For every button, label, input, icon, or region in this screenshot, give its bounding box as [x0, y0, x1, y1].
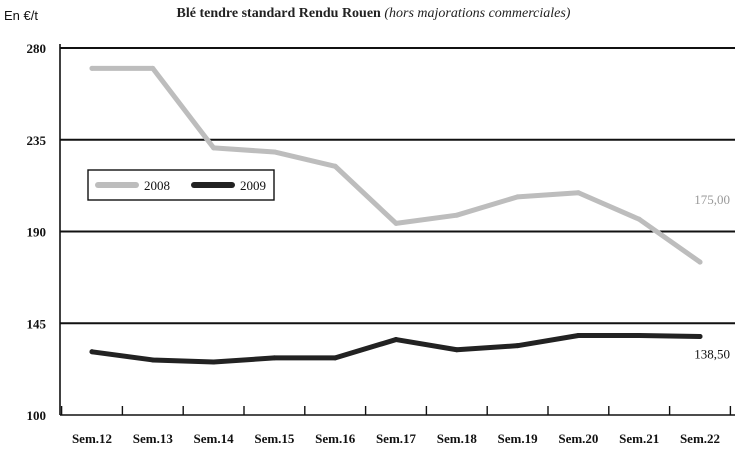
y-tick-labels: 280 235 190 145 100 — [27, 41, 47, 423]
data-point-2009 — [89, 349, 95, 355]
series-line-2008 — [89, 65, 703, 265]
data-point-2009 — [454, 347, 460, 353]
data-point-2009 — [211, 359, 217, 365]
legend-label-2009: 2009 — [240, 178, 266, 193]
data-point-2008 — [697, 259, 703, 265]
data-point-2009 — [150, 357, 156, 363]
legend-label-2008: 2008 — [144, 178, 170, 193]
chart-title-main: Blé tendre standard Rendu Rouen — [176, 6, 381, 21]
x-tick-label: Sem.17 — [376, 431, 417, 446]
y-tick-label: 100 — [27, 408, 47, 423]
data-point-2009 — [332, 355, 338, 361]
x-tick-label: Sem.15 — [254, 431, 295, 446]
annotation-2008: 175,00 — [694, 192, 730, 207]
data-point-2008 — [393, 220, 399, 226]
x-tick-label: Sem.13 — [133, 431, 174, 446]
x-tick-label: Sem.22 — [680, 431, 720, 446]
x-tick-label: Sem.20 — [558, 431, 598, 446]
data-point-2009 — [393, 337, 399, 343]
y-axis-label: En €/t — [4, 8, 38, 23]
x-tick-labels: Sem.12 Sem.13 Sem.14 Sem.15 Sem.16 Sem.17 Sem.… — [72, 431, 720, 446]
y-tick-label: 145 — [27, 316, 47, 331]
legend: 2008 2009 — [87, 169, 275, 201]
data-point-2009 — [636, 332, 642, 338]
x-tick-label: Sem.14 — [194, 431, 235, 446]
data-point-2008 — [332, 163, 338, 169]
series-lines — [89, 65, 703, 365]
y-tick-label: 280 — [27, 41, 47, 56]
x-tick-label: Sem.18 — [437, 431, 478, 446]
chart-subtitle: (hors majorations commerciales) — [384, 6, 571, 21]
data-point-2009 — [271, 355, 277, 361]
data-point-2009 — [575, 332, 581, 338]
data-point-2008 — [89, 65, 95, 71]
data-point-2008 — [150, 65, 156, 71]
data-point-2009 — [515, 343, 521, 349]
data-point-2008 — [271, 149, 277, 155]
y-tick-label: 235 — [27, 133, 47, 148]
legend-box — [87, 169, 275, 201]
x-tick-label: Sem.21 — [619, 431, 659, 446]
y-tick-label: 190 — [27, 225, 47, 240]
annotation-2009: 138,50 — [694, 347, 730, 362]
axes — [59, 44, 735, 416]
x-tick-label: Sem.12 — [72, 431, 112, 446]
gridlines — [60, 47, 735, 325]
data-point-2009 — [697, 334, 703, 340]
value-annotations: 175,00 138,50 — [694, 192, 730, 361]
x-tick-label: Sem.16 — [315, 431, 356, 446]
x-tick-label: Sem.19 — [498, 431, 539, 446]
data-point-2008 — [515, 194, 521, 200]
data-point-2008 — [575, 190, 581, 196]
data-point-2008 — [211, 145, 217, 151]
data-point-2008 — [636, 216, 642, 222]
chart-title: Blé tendre standard Rendu Rouen (hors ma… — [0, 6, 747, 22]
data-point-2008 — [454, 212, 460, 218]
